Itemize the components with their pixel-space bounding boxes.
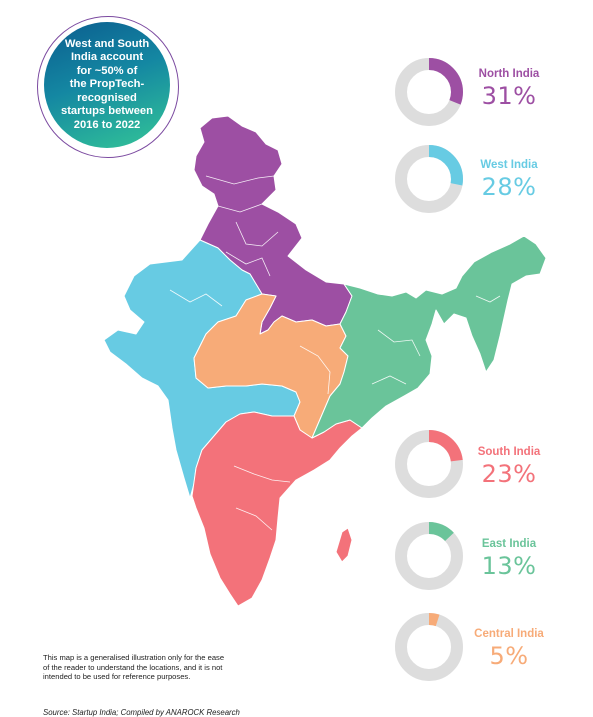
donut-chart-east-india [395,522,463,590]
state-border-line [205,175,275,185]
callout-bubble: West and South India account for ~50% of… [44,22,170,148]
region-percent-west-india: 28% [481,173,537,201]
donut-chart-south-india [395,430,463,498]
source-note: Source: Startup India; Compiled by ANARO… [43,708,240,717]
donut-arc [395,613,463,681]
donut-arc [395,58,463,126]
region-label-north-india: North India [478,68,540,80]
donut-chart-central-india [395,613,463,681]
callout-text: West and South India account for ~50% of… [60,37,153,131]
island-sri-lanka-edge [335,527,353,563]
donut-chart-west-india [395,145,463,213]
state-border-line [235,507,273,531]
region-percent-central-india: 5% [489,642,529,670]
donut-arc [395,145,463,213]
region-label-east-india: East India [481,538,537,550]
callout-ring [37,16,179,158]
region-label-west-india: West India [480,159,538,171]
state-border-line [235,221,279,247]
state-border-line [475,295,501,303]
state-border-line [217,203,263,213]
state-border-line [225,251,271,277]
state-border-line [169,289,223,307]
region-percent-south-india: 23% [481,460,537,488]
donut-arc [395,522,463,590]
region-percent-north-india: 31% [481,82,537,110]
region-south-india [191,411,363,607]
donut-arc [395,430,463,498]
state-border-line [377,329,421,357]
state-border-line [299,345,331,395]
state-border-line [371,375,407,385]
region-east-india [311,235,547,439]
region-label-south-india: South India [477,446,541,458]
state-border-line [233,465,291,483]
donut-chart-north-india [395,58,463,126]
region-percent-east-india: 13% [481,552,537,580]
map-disclaimer: This map is a generalised illustration o… [43,653,225,682]
region-label-central-india: Central India [474,628,544,640]
donut-track [395,613,463,681]
